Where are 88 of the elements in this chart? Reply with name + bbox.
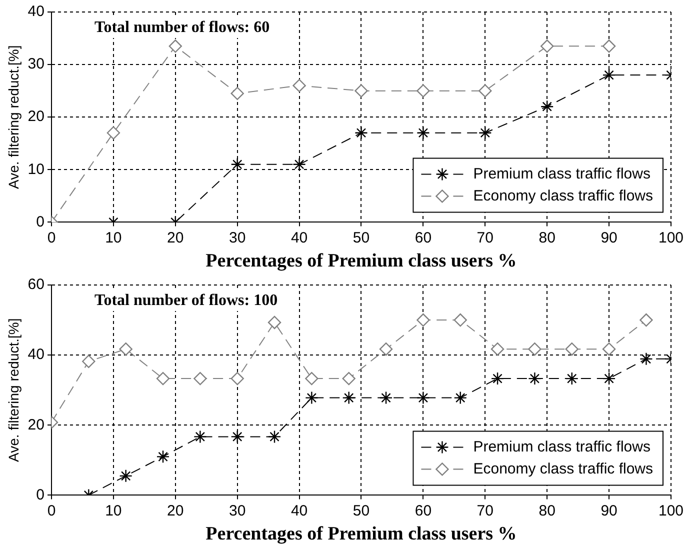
point (416, 313, 430, 327)
point (230, 86, 244, 100)
point (156, 450, 170, 464)
point (305, 372, 318, 386)
point (305, 391, 318, 404)
legend-label: Premium class traffic flows (473, 165, 650, 182)
x-axis-title: Percentages of Premium class users % (206, 524, 517, 545)
point (540, 40, 554, 53)
point (416, 84, 430, 98)
annotation: Total number of flows: 60 (94, 19, 270, 36)
point (416, 126, 430, 140)
point (119, 469, 132, 483)
point (379, 391, 393, 404)
x-tick-label: 30 (228, 502, 246, 520)
legend-label: Premium class traffic flows (473, 438, 650, 456)
point (230, 372, 244, 386)
x-tick-label: 70 (476, 229, 494, 246)
point (490, 342, 504, 356)
point (490, 372, 504, 386)
x-axis-title: Percentages of Premium class users % (206, 250, 517, 272)
point (379, 342, 393, 356)
x-tick-label: 100 (658, 502, 684, 520)
x-tick-label: 40 (290, 502, 308, 520)
point (268, 430, 282, 444)
point (602, 342, 616, 356)
x-tick-label: 90 (600, 502, 618, 520)
legend-label: Economy class traffic flows (473, 460, 653, 478)
y-axis-title: Ave. filtering reduct.[%] (5, 318, 22, 462)
x-tick-label: 10 (105, 502, 122, 520)
point (354, 126, 368, 140)
point (602, 40, 616, 53)
legend-label: Economy class traffic flows (473, 187, 653, 204)
point (640, 352, 653, 366)
y-tick-label: 40 (28, 3, 44, 20)
x-tick-label: 80 (538, 502, 556, 520)
x-tick-label: 70 (476, 502, 494, 520)
point (194, 430, 207, 444)
y-tick-label: 30 (28, 56, 44, 73)
point (230, 430, 244, 444)
point (354, 84, 368, 98)
point (342, 372, 356, 386)
point (292, 78, 306, 92)
point (454, 313, 467, 327)
annotation: Total number of flows: 100 (94, 292, 278, 310)
point (478, 84, 492, 98)
x-tick-label: 90 (600, 229, 618, 246)
point (640, 313, 653, 327)
x-tick-label: 20 (167, 229, 184, 246)
x-tick-label: 50 (352, 229, 370, 246)
point (156, 372, 170, 386)
point (119, 342, 132, 356)
x-tick-label: 0 (47, 229, 56, 246)
x-tick-label: 40 (290, 229, 308, 246)
point (602, 68, 616, 82)
point (82, 354, 96, 368)
x-tick-label: 60 (414, 229, 432, 246)
y-tick-label: 0 (36, 486, 44, 504)
y-tick-label: 0 (36, 213, 44, 230)
point (602, 372, 616, 386)
point (292, 158, 306, 171)
point (230, 158, 244, 171)
x-tick-label: 50 (352, 502, 370, 520)
x-tick-label: 0 (47, 502, 56, 520)
point (528, 372, 542, 386)
point (528, 342, 542, 356)
x-tick-label: 10 (105, 229, 122, 246)
y-tick-label: 20 (28, 416, 44, 434)
y-tick-label: 20 (28, 108, 44, 126)
point (540, 100, 554, 114)
x-tick-label: 100 (658, 229, 684, 246)
point (565, 342, 578, 356)
y-axis-title: Ave. filtering reduct.[%] (5, 45, 22, 189)
point (268, 316, 282, 330)
y-tick-label: 60 (28, 276, 44, 294)
x-tick-label: 30 (228, 229, 246, 246)
point (342, 391, 356, 404)
x-tick-label: 20 (167, 502, 184, 520)
y-tick-label: 40 (28, 346, 44, 364)
x-tick-label: 80 (538, 229, 556, 246)
point (416, 391, 430, 404)
y-tick-label: 10 (28, 160, 44, 178)
point (168, 40, 182, 53)
point (478, 126, 492, 140)
point (454, 391, 467, 404)
point (106, 126, 120, 140)
point (194, 372, 207, 386)
point (565, 372, 578, 386)
x-tick-label: 60 (414, 502, 432, 520)
